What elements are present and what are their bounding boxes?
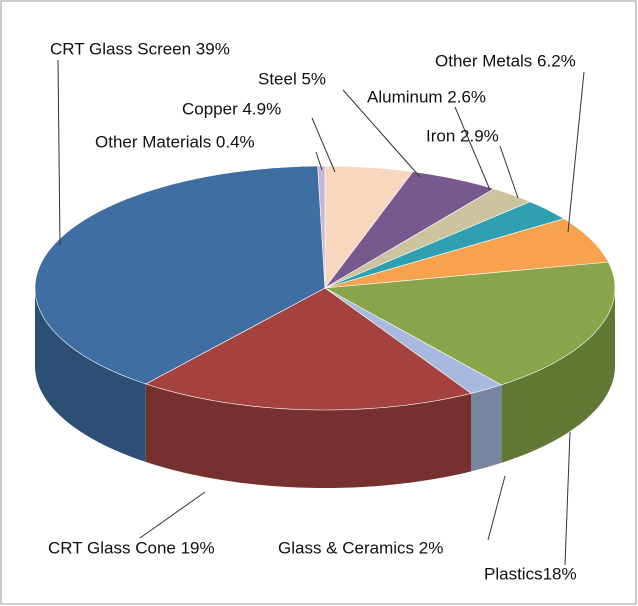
leader-line [499, 145, 519, 199]
leader-line [342, 89, 421, 178]
slice [323, 261, 616, 386]
slice-label: CRT Glass Screen 39% [50, 39, 230, 58]
leader-line [315, 151, 323, 171]
slice [324, 201, 565, 289]
slice [317, 165, 326, 289]
slice-side [145, 383, 472, 488]
leader-line [139, 491, 206, 539]
slice [324, 287, 503, 394]
slice-label: Other Metals 6.2% [435, 51, 576, 70]
slice-label: Plastics18% [484, 564, 577, 583]
slice-label: Aluminum 2.6% [367, 87, 486, 106]
slice-label: Steel 5% [258, 69, 326, 88]
slice-side [35, 288, 146, 462]
slice [324, 165, 414, 289]
slice [34, 165, 326, 385]
slice-label: Iron 2.9% [426, 126, 499, 145]
slice [324, 218, 609, 289]
slice-label: Glass & Ceramics 2% [278, 538, 443, 557]
leader-line [57, 59, 61, 246]
slice [324, 188, 531, 289]
leader-line [567, 71, 585, 233]
leader-line [487, 475, 506, 541]
leader-line [564, 431, 571, 566]
slice [324, 171, 495, 289]
slice-label: CRT Glass Cone 19% [48, 538, 215, 557]
slice [145, 287, 472, 411]
leader-line [311, 117, 336, 173]
slice-side [471, 384, 502, 472]
slice-side [501, 288, 615, 463]
slice-label: Other Materials 0.4% [95, 132, 255, 151]
leader-line [454, 106, 491, 191]
slice-label: Copper 4.9% [182, 99, 281, 118]
